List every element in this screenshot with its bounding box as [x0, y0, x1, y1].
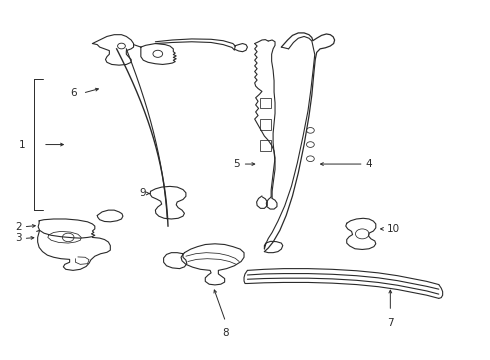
Text: 5: 5	[234, 159, 240, 169]
Text: 6: 6	[70, 88, 76, 98]
Text: 7: 7	[387, 318, 393, 328]
Bar	[260, 140, 270, 151]
Text: 9: 9	[139, 189, 146, 198]
Bar	[260, 98, 270, 108]
Text: 8: 8	[222, 328, 229, 338]
Text: 2: 2	[16, 222, 22, 232]
Text: 1: 1	[19, 140, 25, 149]
Text: 3: 3	[16, 234, 22, 243]
Text: 4: 4	[365, 159, 372, 169]
Bar	[260, 119, 270, 130]
Text: 10: 10	[387, 224, 399, 234]
